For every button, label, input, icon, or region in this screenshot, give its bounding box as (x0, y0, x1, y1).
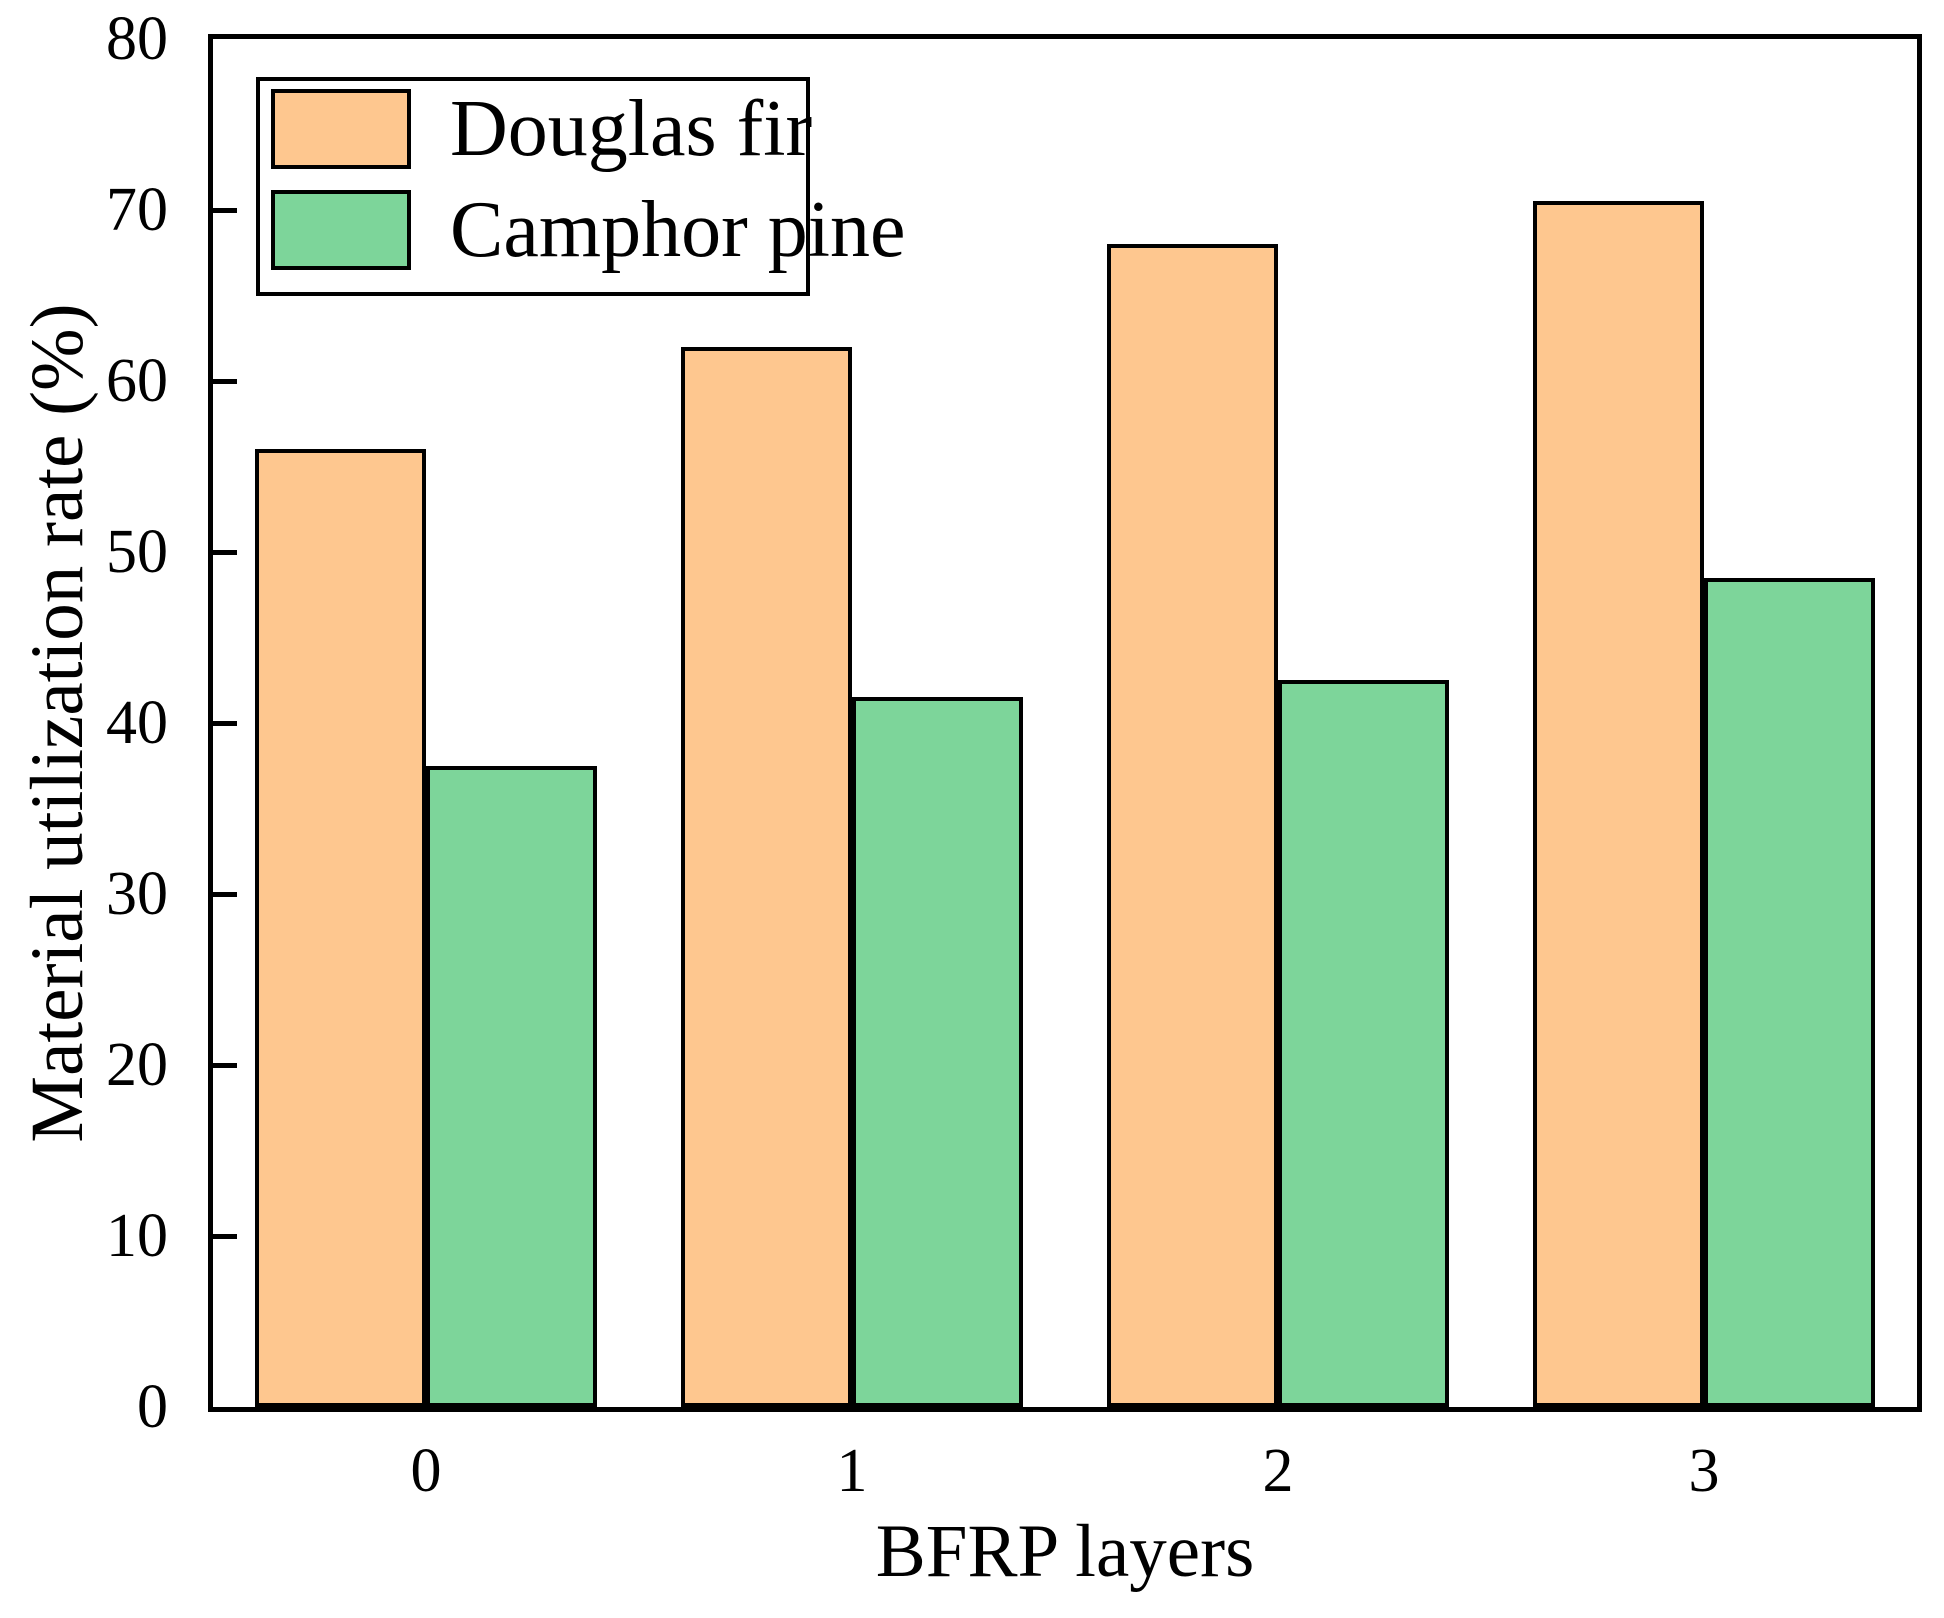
y-tick-30 (213, 891, 237, 897)
y-tick-label-10: 10 (106, 1202, 168, 1270)
y-tick-label-70: 70 (106, 176, 168, 244)
y-tick-60 (213, 378, 237, 384)
legend-swatch-camphor-pine (271, 190, 411, 270)
bar-douglas-fir-1 (681, 346, 852, 1407)
y-tick-label-0: 0 (137, 1373, 168, 1441)
y-tick-label-20: 20 (106, 1031, 168, 1099)
bar-camphor-pine-1 (852, 697, 1023, 1407)
x-tick-label-2: 2 (1262, 1437, 1294, 1505)
legend: Douglas fir Camphor pine (256, 77, 905, 296)
x-axis-title: BFRP layers (875, 1510, 1255, 1593)
y-tick-label-60: 60 (106, 347, 168, 415)
y-tick-label-50: 50 (106, 518, 168, 586)
bar-douglas-fir-3 (1533, 201, 1704, 1407)
bar-douglas-fir-0 (255, 449, 426, 1407)
x-tick-label-1: 1 (836, 1437, 868, 1505)
bar-camphor-pine-2 (1278, 680, 1449, 1407)
y-tick-label-80: 80 (106, 5, 168, 73)
legend-swatch-douglas-fir (271, 89, 411, 169)
y-tick-40 (213, 720, 237, 726)
y-tick-20 (213, 1062, 237, 1068)
bar-camphor-pine-3 (1704, 577, 1875, 1407)
legend-label-douglas-fir: Douglas fir (450, 85, 813, 173)
x-tick-label-0: 0 (410, 1437, 442, 1505)
bar-douglas-fir-2 (1107, 244, 1278, 1407)
x-tick-label-3: 3 (1688, 1437, 1720, 1505)
y-tick-label-30: 30 (106, 860, 168, 928)
y-tick-label-40: 40 (106, 689, 168, 757)
y-tick-50 (213, 549, 237, 555)
y-tick-10 (213, 1233, 237, 1239)
bar-camphor-pine-0 (426, 765, 597, 1407)
y-tick-70 (213, 207, 237, 213)
legend-label-camphor-pine: Camphor pine (450, 186, 906, 274)
